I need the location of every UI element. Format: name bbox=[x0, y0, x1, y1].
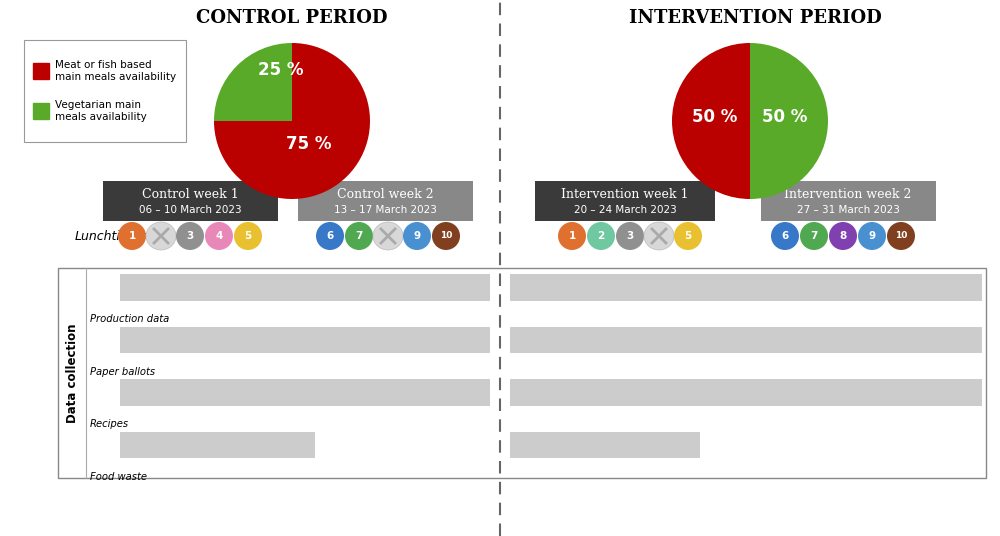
Text: 06 – 10 March 2023: 06 – 10 March 2023 bbox=[139, 205, 241, 215]
Ellipse shape bbox=[118, 222, 146, 250]
Text: 50 %: 50 % bbox=[692, 108, 738, 126]
Ellipse shape bbox=[771, 222, 799, 250]
Text: Intervention week 1: Intervention week 1 bbox=[561, 188, 689, 200]
Ellipse shape bbox=[234, 222, 262, 250]
Text: Lunchtimes:: Lunchtimes: bbox=[75, 229, 152, 242]
Ellipse shape bbox=[858, 222, 886, 250]
Wedge shape bbox=[672, 43, 750, 199]
Bar bbox=[33, 103, 49, 119]
Text: 4: 4 bbox=[215, 231, 223, 241]
Ellipse shape bbox=[146, 222, 176, 250]
Ellipse shape bbox=[432, 222, 460, 250]
Ellipse shape bbox=[558, 222, 586, 250]
Ellipse shape bbox=[829, 222, 857, 250]
Ellipse shape bbox=[403, 222, 431, 250]
Text: 8: 8 bbox=[839, 231, 847, 241]
Text: 6: 6 bbox=[326, 231, 334, 241]
Text: 9: 9 bbox=[413, 231, 421, 241]
Text: 20 – 24 March 2023: 20 – 24 March 2023 bbox=[574, 205, 676, 215]
Text: CONTROL PERIOD: CONTROL PERIOD bbox=[196, 9, 388, 27]
Bar bbox=[120, 327, 490, 353]
Ellipse shape bbox=[316, 222, 344, 250]
Text: 75 %: 75 % bbox=[286, 136, 332, 153]
Text: 3: 3 bbox=[626, 231, 634, 241]
Ellipse shape bbox=[800, 222, 828, 250]
Wedge shape bbox=[214, 43, 370, 199]
Text: Food waste: Food waste bbox=[90, 472, 147, 482]
FancyBboxPatch shape bbox=[535, 181, 715, 221]
Text: 50 %: 50 % bbox=[762, 108, 808, 126]
Text: INTERVENTION PERIOD: INTERVENTION PERIOD bbox=[629, 9, 881, 27]
Text: 10: 10 bbox=[440, 232, 452, 241]
FancyBboxPatch shape bbox=[761, 181, 936, 221]
Text: 1: 1 bbox=[568, 231, 576, 241]
Text: 25 %: 25 % bbox=[258, 61, 303, 79]
FancyBboxPatch shape bbox=[103, 181, 278, 221]
Text: 5: 5 bbox=[244, 231, 252, 241]
Ellipse shape bbox=[176, 222, 204, 250]
Ellipse shape bbox=[587, 222, 615, 250]
Ellipse shape bbox=[345, 222, 373, 250]
Wedge shape bbox=[214, 43, 292, 121]
Text: 27 – 31 March 2023: 27 – 31 March 2023 bbox=[797, 205, 899, 215]
Text: 2: 2 bbox=[597, 231, 605, 241]
Bar bbox=[33, 63, 49, 79]
Text: Recipes: Recipes bbox=[90, 419, 129, 429]
Text: 7: 7 bbox=[355, 231, 363, 241]
Bar bbox=[120, 379, 490, 406]
Text: Intervention week 2: Intervention week 2 bbox=[784, 188, 912, 200]
FancyBboxPatch shape bbox=[58, 268, 986, 478]
Text: 5: 5 bbox=[684, 231, 692, 241]
Text: Data collection: Data collection bbox=[66, 323, 78, 423]
Bar bbox=[510, 274, 982, 301]
Text: Control week 1: Control week 1 bbox=[142, 188, 238, 200]
Ellipse shape bbox=[674, 222, 702, 250]
Text: Paper ballots: Paper ballots bbox=[90, 367, 155, 377]
Bar bbox=[510, 432, 700, 458]
Text: Production data: Production data bbox=[90, 314, 169, 324]
Text: 7: 7 bbox=[810, 231, 818, 241]
Text: 3: 3 bbox=[186, 231, 194, 241]
Bar bbox=[120, 274, 490, 301]
FancyBboxPatch shape bbox=[298, 181, 473, 221]
Bar bbox=[510, 379, 982, 406]
Text: Meat or fish based
main meals availability: Meat or fish based main meals availabili… bbox=[55, 60, 176, 82]
Ellipse shape bbox=[616, 222, 644, 250]
Text: 9: 9 bbox=[868, 231, 876, 241]
Bar bbox=[120, 432, 315, 458]
Text: 13 – 17 March 2023: 13 – 17 March 2023 bbox=[334, 205, 436, 215]
Bar bbox=[510, 327, 982, 353]
Ellipse shape bbox=[887, 222, 915, 250]
Ellipse shape bbox=[644, 222, 674, 250]
FancyBboxPatch shape bbox=[24, 40, 186, 142]
Text: 6: 6 bbox=[781, 231, 789, 241]
Text: 10: 10 bbox=[895, 232, 907, 241]
Ellipse shape bbox=[373, 222, 403, 250]
Text: 1: 1 bbox=[128, 231, 136, 241]
Text: Vegetarian main
meals availability: Vegetarian main meals availability bbox=[55, 100, 147, 122]
Wedge shape bbox=[750, 43, 828, 199]
Text: Control week 2: Control week 2 bbox=[337, 188, 433, 200]
Ellipse shape bbox=[205, 222, 233, 250]
